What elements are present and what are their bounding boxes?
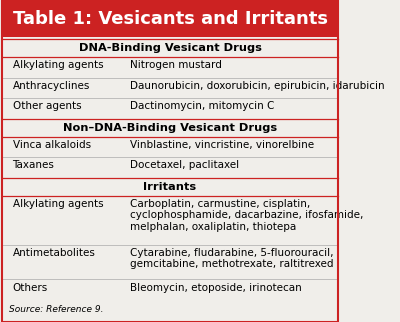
Text: Other agents: Other agents (12, 101, 81, 111)
Text: Table 1: Vesicants and Irritants: Table 1: Vesicants and Irritants (12, 10, 328, 27)
FancyBboxPatch shape (2, 0, 338, 37)
Text: Taxanes: Taxanes (12, 160, 54, 170)
Text: DNA-Binding Vesicant Drugs: DNA-Binding Vesicant Drugs (78, 43, 262, 53)
Text: Source: Reference 9.: Source: Reference 9. (9, 305, 104, 314)
Text: Dactinomycin, mitomycin C: Dactinomycin, mitomycin C (130, 101, 274, 111)
Text: Alkylating agents: Alkylating agents (12, 60, 103, 70)
Text: Others: Others (12, 283, 48, 293)
Text: Bleomycin, etoposide, irinotecan: Bleomycin, etoposide, irinotecan (130, 283, 302, 293)
Text: Vinblastine, vincristine, vinorelbine: Vinblastine, vincristine, vinorelbine (130, 140, 314, 150)
Text: Docetaxel, paclitaxel: Docetaxel, paclitaxel (130, 160, 239, 170)
Text: Vinca alkaloids: Vinca alkaloids (12, 140, 91, 150)
Text: Non–DNA-Binding Vesicant Drugs: Non–DNA-Binding Vesicant Drugs (63, 123, 277, 133)
Text: Nitrogen mustard: Nitrogen mustard (130, 60, 222, 70)
Text: Anthracyclines: Anthracyclines (12, 81, 90, 91)
Text: Daunorubicin, doxorubicin, epirubicin, idarubicin: Daunorubicin, doxorubicin, epirubicin, i… (130, 81, 384, 91)
Text: Alkylating agents: Alkylating agents (12, 199, 103, 209)
Text: Antimetabolites: Antimetabolites (12, 248, 96, 258)
Text: Carboplatin, carmustine, cisplatin,
cyclophosphamide, dacarbazine, ifosfamide,
m: Carboplatin, carmustine, cisplatin, cycl… (130, 199, 363, 232)
Text: Irritants: Irritants (144, 182, 196, 192)
Text: Cytarabine, fludarabine, 5-fluorouracil,
gemcitabine, methotrexate, raltitrexed: Cytarabine, fludarabine, 5-fluorouracil,… (130, 248, 333, 270)
